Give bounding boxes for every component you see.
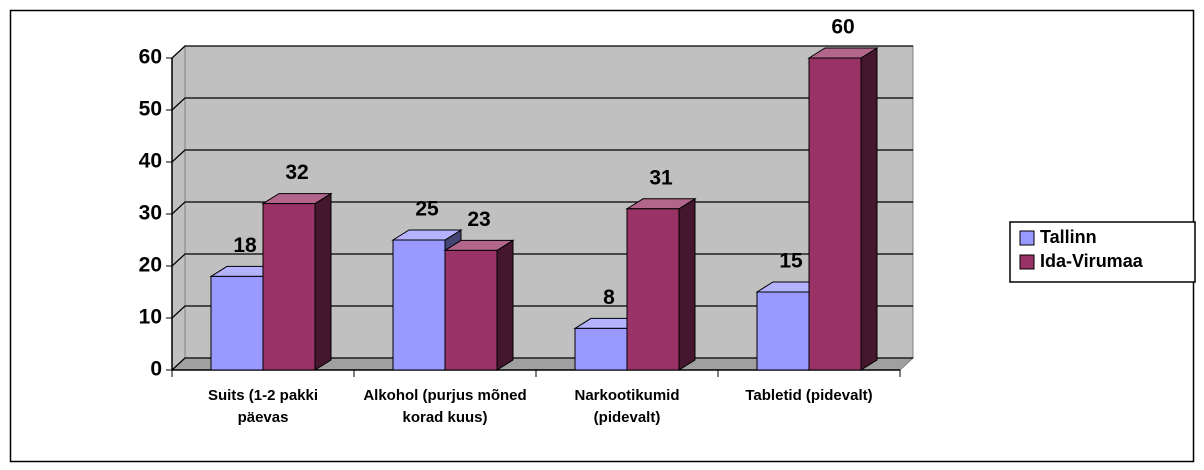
bar-front	[626, 208, 680, 371]
value-label: 60	[831, 16, 854, 39]
y-tick-label: 40	[139, 150, 162, 173]
y-tick-label: 30	[139, 202, 162, 225]
bar	[625, 197, 697, 371]
y-tick-label: 10	[139, 306, 162, 329]
y-tick-label: 0	[150, 358, 162, 381]
x-tick-label-line: korad kuus)	[402, 409, 487, 426]
value-label: 18	[233, 234, 257, 257]
legend-box	[1009, 221, 1196, 283]
bar-front	[756, 291, 810, 371]
x-tick-label-line: Suits (1-2 pakki	[208, 387, 318, 404]
value-label: 32	[285, 161, 308, 184]
bar-side	[314, 192, 332, 371]
bar-side	[496, 239, 514, 371]
x-tick-label: Alkohol (purjus mõned korad kuus)	[363, 387, 526, 426]
bar	[261, 192, 333, 371]
bar-front	[808, 57, 862, 371]
value-label: 25	[415, 198, 439, 221]
bar-front	[262, 203, 316, 371]
x-tick-label-line: Tabletid (pidevalt)	[745, 387, 872, 404]
value-label: 8	[603, 286, 615, 309]
bar-front	[392, 239, 446, 371]
y-tick-label: 60	[139, 46, 162, 69]
bar-side	[678, 197, 696, 371]
grid-line	[171, 97, 913, 111]
bar	[443, 239, 515, 371]
grid-line	[171, 149, 913, 163]
y-tick-label: 20	[139, 254, 162, 277]
bar-side	[860, 47, 878, 371]
value-label: 15	[779, 250, 803, 273]
legend-swatch	[1019, 230, 1035, 246]
x-tick-label: Narkootikumid (pidevalt)	[574, 387, 679, 426]
value-label: 31	[649, 166, 673, 189]
y-tick-label: 50	[139, 98, 162, 121]
legend-label: Tallinn	[1040, 227, 1097, 247]
value-label: 23	[467, 208, 490, 231]
legend-label: Ida-Virumaa	[1040, 251, 1144, 271]
x-tick-label: Tabletid (pidevalt)	[745, 387, 872, 404]
x-tick-label: Suits (1-2 pakki päevas	[208, 387, 318, 426]
x-tick-label-line: Alkohol (purjus mõned	[363, 387, 526, 404]
bar-front	[444, 249, 498, 371]
bar-front	[210, 275, 264, 371]
x-tick-label-line: (pidevalt)	[594, 409, 661, 426]
bar-front	[574, 327, 628, 371]
x-tick-label-line: Narkootikumid	[574, 387, 679, 404]
bar	[807, 47, 879, 371]
x-tick-label-line: päevas	[238, 409, 289, 426]
grid-line	[171, 45, 913, 59]
legend-swatch	[1019, 254, 1035, 270]
